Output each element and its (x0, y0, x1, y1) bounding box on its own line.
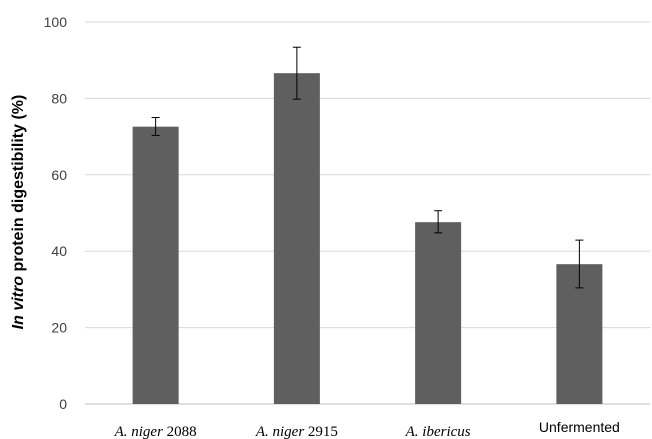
y-tick-label: 60 (51, 167, 67, 183)
y-tick-label: 100 (44, 14, 68, 30)
y-tick-label: 80 (51, 90, 67, 106)
bar (415, 222, 462, 404)
x-tick-label: Unfermented (539, 419, 620, 435)
x-tick-label-plain: Unfermented (539, 419, 620, 435)
y-axis-label-italic: In vitro (10, 276, 27, 330)
x-tick-label-plain: 2088 (163, 424, 197, 439)
y-tick-label: 20 (51, 320, 67, 336)
bar (132, 126, 179, 404)
gridlines (85, 21, 650, 405)
x-tick-label: A. ibericus (405, 424, 471, 439)
y-tick-label: 40 (51, 243, 67, 259)
bars (132, 73, 603, 405)
x-tick-labels: A. niger 2088 A. niger 2915 A. ibericus Unf… (114, 419, 620, 439)
x-tick-label-italic: A. ibericus (405, 424, 471, 439)
x-tick-label-italic: A. niger (114, 424, 163, 439)
bar (273, 73, 320, 405)
y-tick-label: 0 (59, 396, 67, 412)
y-axis-label: In vitro protein digestibility (%) (10, 95, 27, 330)
y-tick-labels: 0 20 40 60 80 100 (44, 14, 68, 412)
x-tick-label-plain: 2915 (304, 424, 338, 439)
x-tick-label-italic: A. niger (255, 424, 304, 439)
x-tick-label: A. niger 2915 (255, 424, 338, 439)
x-tick-label: A. niger 2088 (114, 424, 197, 439)
error-bars (151, 46, 584, 289)
y-axis-label-rest: protein digestibility (%) (10, 95, 27, 276)
